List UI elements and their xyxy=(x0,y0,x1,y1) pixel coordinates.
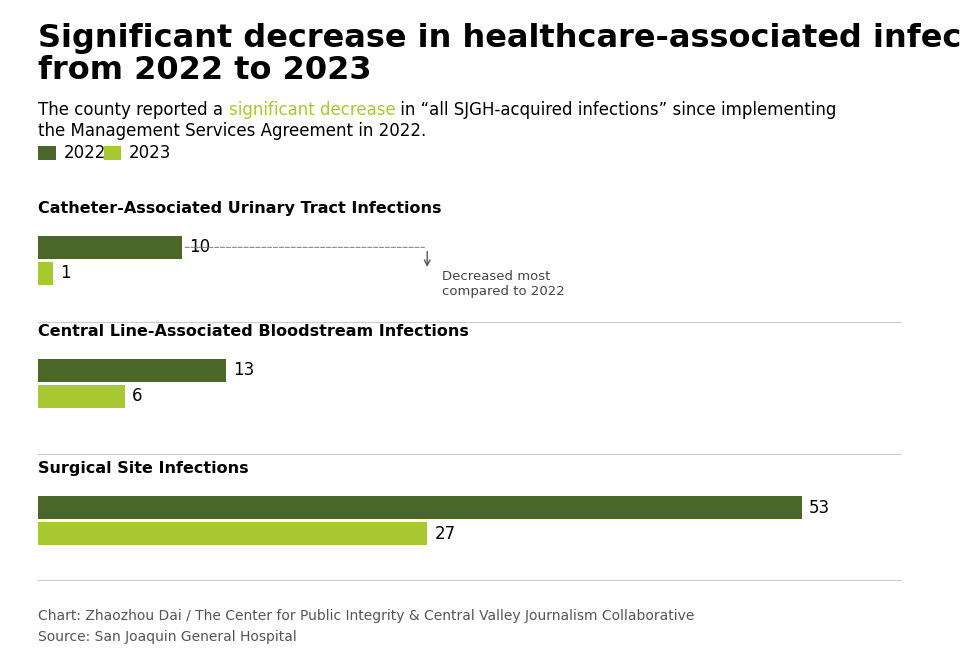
Text: 27: 27 xyxy=(434,525,456,543)
Text: The county reported a: The county reported a xyxy=(38,101,228,119)
Bar xyxy=(38,262,53,285)
Text: Chart: Zhaozhou Dai / The Center for Public Integrity & Central Valley Journalis: Chart: Zhaozhou Dai / The Center for Pub… xyxy=(38,609,695,623)
Bar xyxy=(38,236,182,259)
Text: 13: 13 xyxy=(233,361,254,380)
Text: from 2022 to 2023: from 2022 to 2023 xyxy=(38,55,372,87)
Text: 1: 1 xyxy=(60,264,71,283)
Text: Surgical Site Infections: Surgical Site Infections xyxy=(38,461,249,476)
Text: 6: 6 xyxy=(132,387,142,406)
Text: in “all SJGH-acquired infections” since implementing: in “all SJGH-acquired infections” since … xyxy=(396,101,837,119)
Bar xyxy=(38,496,802,519)
Text: significant decrease: significant decrease xyxy=(228,101,396,119)
Text: 2023: 2023 xyxy=(129,144,171,162)
Text: the Management Services Agreement in 2022.: the Management Services Agreement in 202… xyxy=(38,122,426,140)
Text: Source: San Joaquin General Hospital: Source: San Joaquin General Hospital xyxy=(38,630,298,644)
Text: Significant decrease in healthcare-associated infections: Significant decrease in healthcare-assoc… xyxy=(38,23,960,54)
Bar xyxy=(38,522,427,546)
Text: 2022: 2022 xyxy=(63,144,106,162)
Bar xyxy=(38,359,226,382)
Text: 53: 53 xyxy=(808,499,830,517)
Text: Catheter-Associated Urinary Tract Infections: Catheter-Associated Urinary Tract Infect… xyxy=(38,201,442,215)
Text: 10: 10 xyxy=(190,238,211,256)
Bar xyxy=(38,385,125,408)
Text: Decreased most
compared to 2022: Decreased most compared to 2022 xyxy=(442,270,564,298)
Text: Central Line-Associated Bloodstream Infections: Central Line-Associated Bloodstream Infe… xyxy=(38,324,469,339)
